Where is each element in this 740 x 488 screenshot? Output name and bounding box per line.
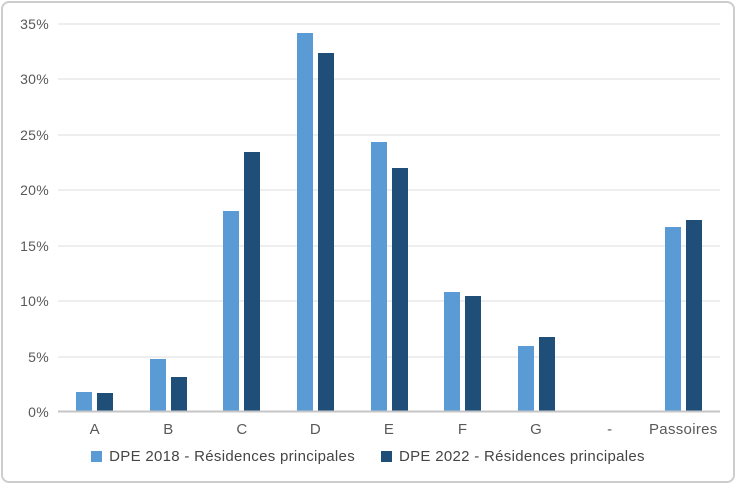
bar-b-series-0 [149, 358, 166, 412]
bar-g-series-1 [538, 336, 555, 412]
bar-group-f [426, 24, 500, 412]
bar-group-a [58, 24, 132, 412]
bar-c-series-0 [223, 211, 240, 412]
x-tick-label--: - [607, 421, 613, 438]
y-tick-label-10: 10% [20, 293, 49, 310]
bar-passoires-series-1 [685, 220, 702, 412]
y-tick-label-5: 5% [28, 348, 49, 365]
y-tick-label-20: 20% [20, 182, 49, 199]
gridline-10 [58, 300, 720, 302]
x-tick-label-c: C [236, 421, 248, 438]
x-axis-line [58, 410, 720, 413]
bar-group-- [573, 24, 647, 412]
legend-swatch-dpe-2018-icon [91, 451, 103, 462]
x-tick-label-a: A [89, 421, 100, 438]
gridline-20 [58, 189, 720, 191]
x-tick-label-passoires: Passoires [649, 421, 718, 438]
bar-groups [58, 24, 720, 412]
gridline-5 [58, 356, 720, 358]
chart-canvas: 0% 5% 10% 15% 20% 25% 30% 35% A B C D E F G - Passoires… [1, 1, 735, 483]
legend-label-dpe-2018: DPE 2018 - Résidences principales [109, 448, 355, 465]
gridline-30 [58, 78, 720, 80]
bar-group-b [132, 24, 206, 412]
bar-a-series-0 [76, 392, 93, 412]
y-tick-label-0: 0% [28, 404, 49, 420]
bar-group-e [352, 24, 426, 412]
y-tick-label-15: 15% [20, 237, 49, 254]
legend-item-dpe-2018: DPE 2018 - Résidences principales [91, 448, 355, 465]
bar-group-c [205, 24, 279, 412]
plot-area [58, 23, 720, 413]
y-axis-labels: 0% 5% 10% 15% 20% 25% 30% 35% [3, 16, 49, 420]
bar-group-d [279, 24, 353, 412]
bar-passoires-series-0 [664, 226, 681, 412]
y-tick-label-25: 25% [20, 126, 49, 143]
x-tick-label-d: D [309, 421, 322, 438]
legend: DPE 2018 - Résidences principales DPE 20… [3, 448, 733, 465]
legend-item-dpe-2022: DPE 2022 - Résidences principales [381, 448, 645, 465]
bar-group-passoires [647, 24, 721, 412]
bar-a-series-1 [97, 393, 114, 412]
bar-group-g [499, 24, 573, 412]
legend-label-dpe-2022: DPE 2022 - Résidences principales [399, 448, 645, 465]
bar-b-series-1 [170, 376, 187, 412]
x-tick-label-b: B [163, 421, 174, 438]
y-tick-label-35: 35% [20, 16, 49, 32]
x-axis-labels: A B C D E F G - Passoires [58, 419, 720, 441]
gridline-35 [58, 23, 720, 25]
bar-d-series-0 [296, 32, 313, 412]
bar-f-series-1 [465, 295, 482, 412]
bar-f-series-0 [444, 292, 461, 412]
gridline-15 [58, 245, 720, 247]
gridline-25 [58, 134, 720, 136]
y-tick-label-30: 30% [20, 71, 49, 88]
bar-g-series-0 [517, 345, 534, 412]
bar-e-series-0 [370, 141, 387, 412]
x-tick-label-g: G [530, 421, 543, 438]
x-tick-label-e: E [383, 421, 395, 438]
x-tick-label-f: F [457, 421, 468, 438]
bar-e-series-1 [391, 168, 408, 412]
bar-d-series-1 [317, 52, 334, 412]
bar-c-series-1 [244, 151, 261, 412]
legend-swatch-dpe-2022-icon [381, 451, 392, 462]
